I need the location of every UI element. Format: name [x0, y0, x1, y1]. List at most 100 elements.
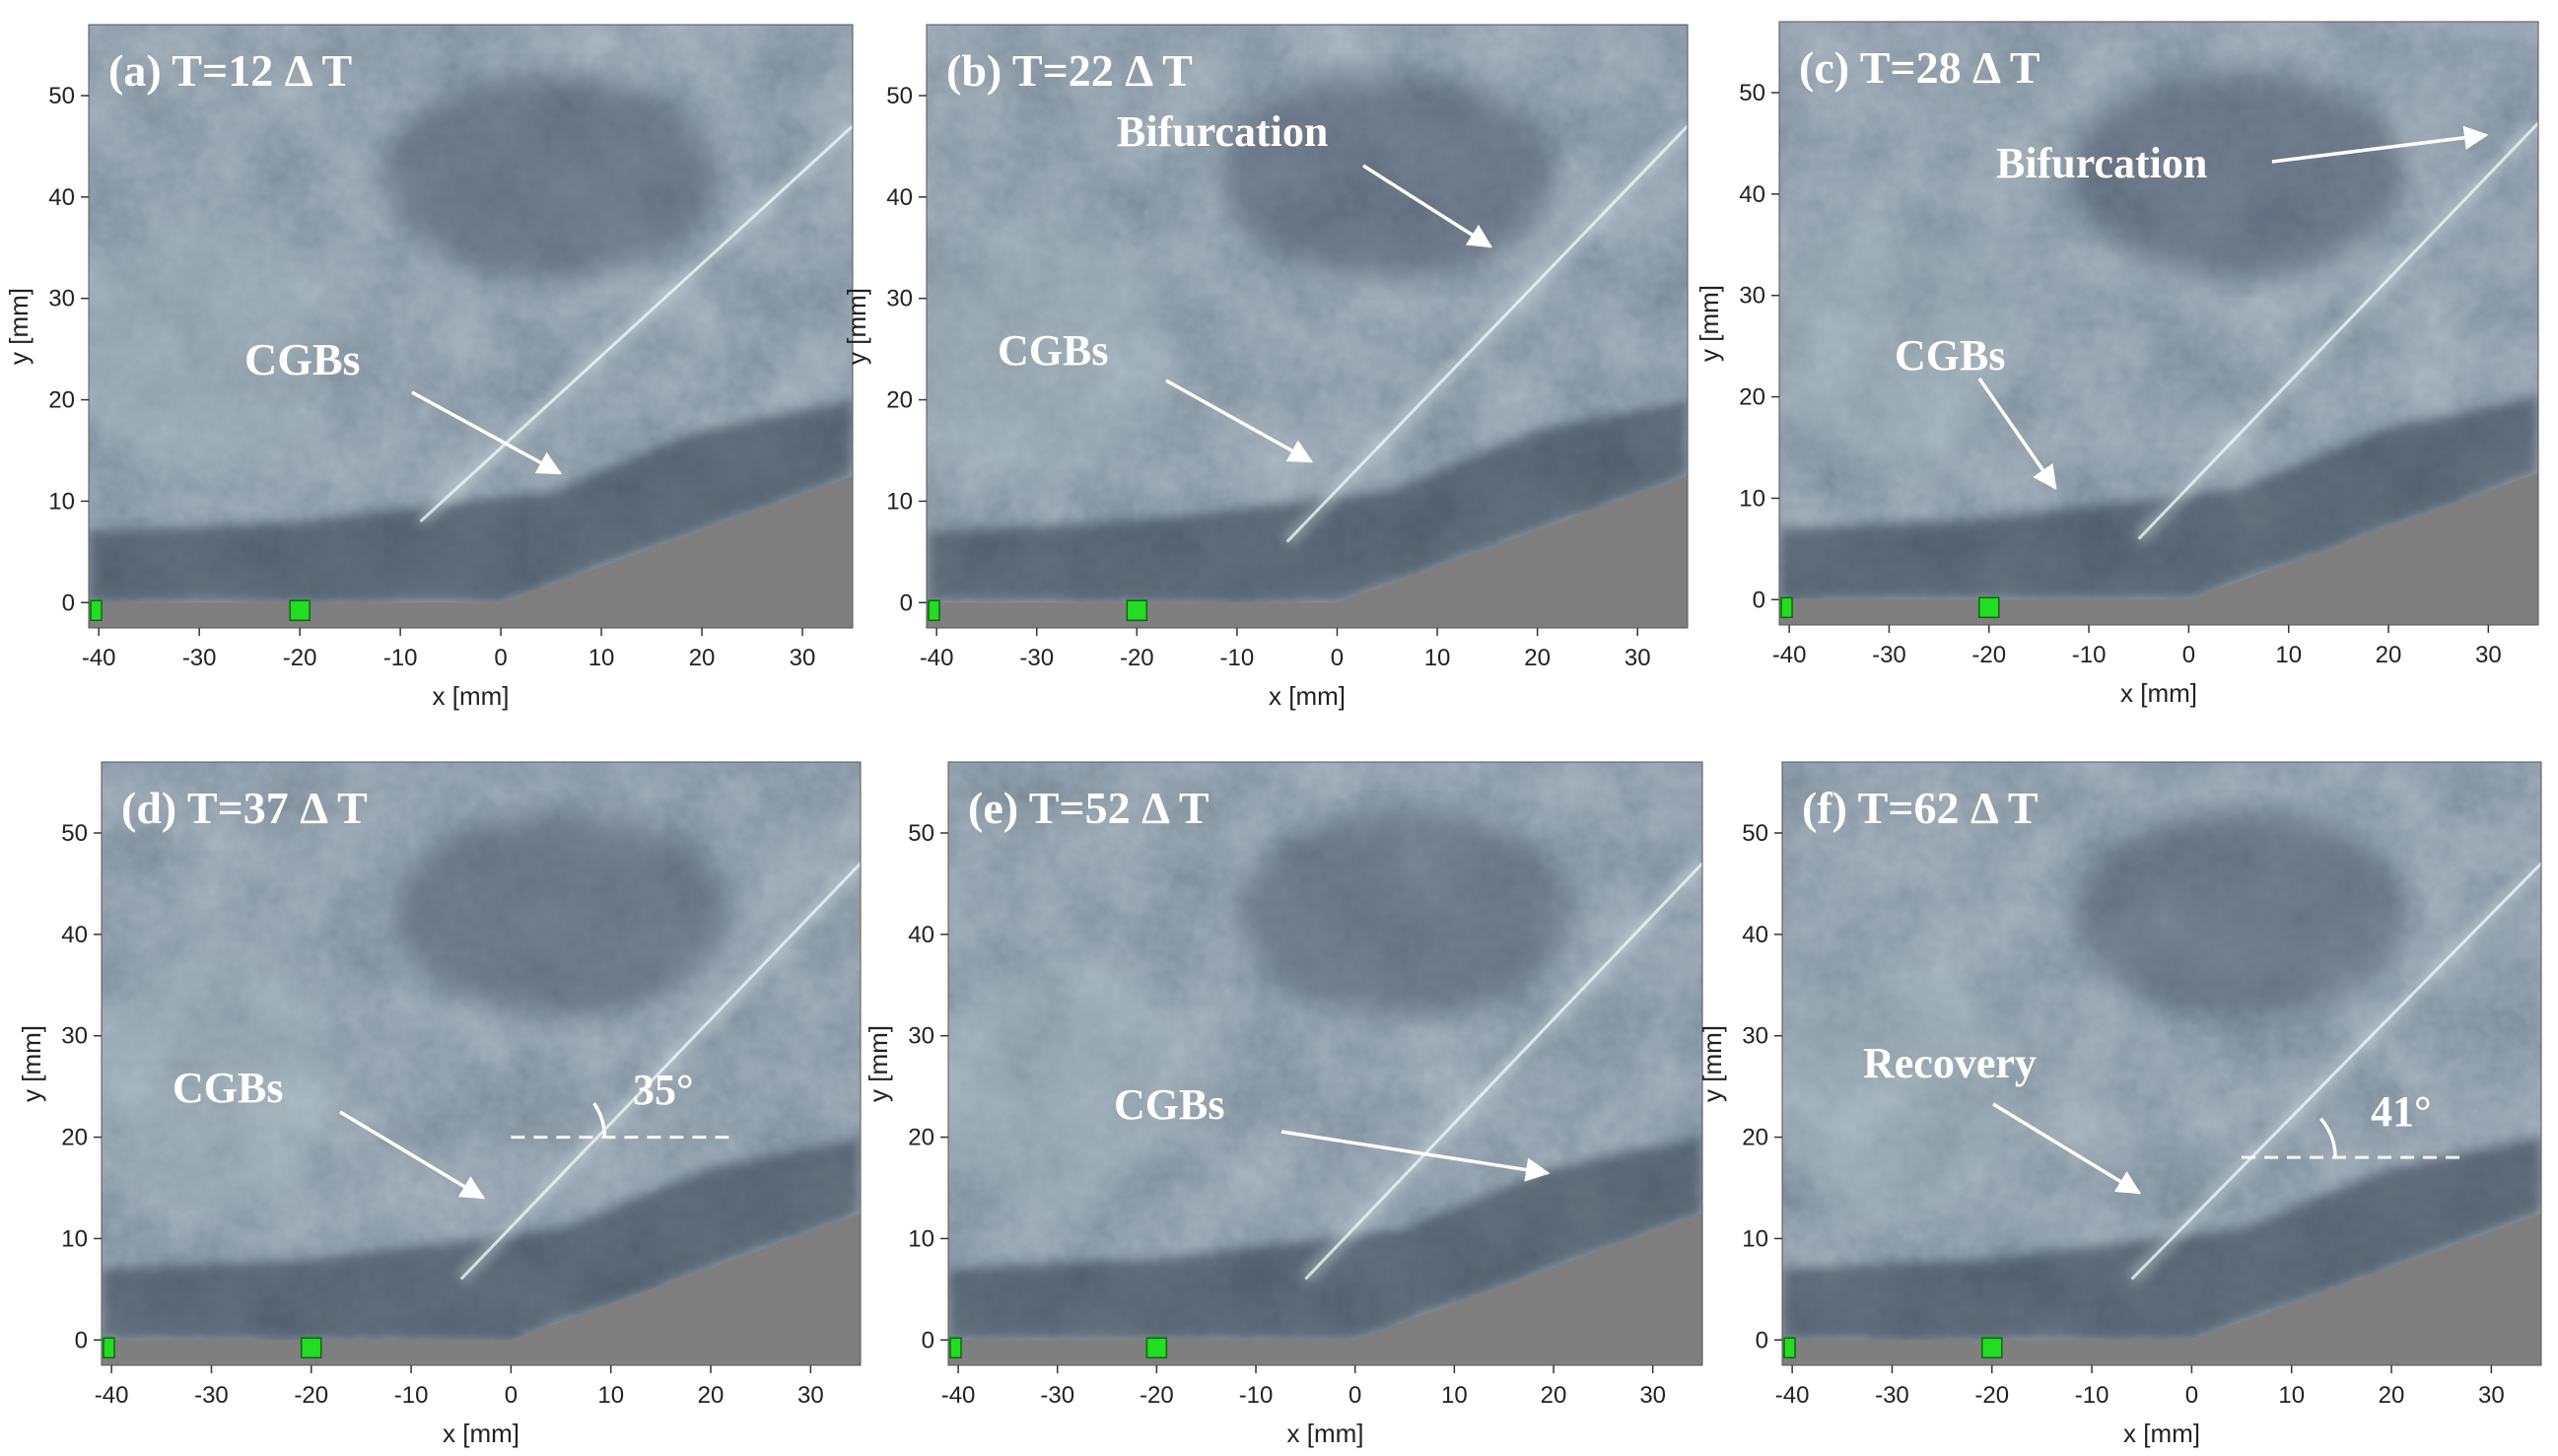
x-tick-label: -30: [1040, 1382, 1074, 1409]
probe-marker: [949, 1337, 962, 1359]
panel-c: -40 -30 -20 -10 0 10 20 30 0 10 20 30 40 50 x [mm] y [m…: [1694, 21, 2539, 708]
x-tick-label: 20: [698, 1382, 725, 1409]
dark-region: [1219, 74, 1556, 280]
x-tick-label: 0: [1348, 1382, 1361, 1409]
probe-marker: [1981, 1337, 2003, 1359]
x-tick-label: -30: [1019, 645, 1054, 671]
panel-label: (b) T=22 Δ T: [946, 45, 1193, 96]
x-tick-label: -40: [95, 1382, 129, 1409]
axes-frame: [1778, 21, 2539, 626]
x-tick-label: 30: [1625, 645, 1651, 671]
y-tick-label: 20: [908, 1125, 934, 1151]
y-tick-label: 20: [1739, 384, 1765, 411]
schlieren-image: [1782, 762, 2541, 1365]
x-tick-label: 30: [1639, 1382, 1666, 1409]
panel-label: (e) T=52 Δ T: [968, 783, 1210, 833]
x-tick-label: -40: [1772, 642, 1807, 668]
probe-marker: [1978, 596, 2000, 619]
probe-marker: [1780, 596, 1793, 619]
x-tick-label: 10: [1424, 645, 1451, 671]
shock-line: [1285, 124, 1688, 543]
y-tick-label: 10: [886, 488, 913, 515]
compression-ramp: [948, 1213, 1702, 1365]
schlieren-image: [89, 25, 853, 628]
y-tick-label: 0: [62, 589, 75, 616]
compression-ramp: [1779, 472, 2538, 625]
boundary-layer: [927, 399, 1688, 603]
panel-label: (a) T=12 Δ T: [108, 45, 352, 96]
x-tick-label: 0: [494, 645, 507, 671]
boundary-layer: [102, 1137, 861, 1341]
y-tick-label: 30: [908, 1023, 934, 1050]
annotation-arrow: [1165, 379, 1314, 463]
probe-marker: [1783, 1337, 1796, 1359]
x-axis-label: x [mm]: [1287, 1419, 1364, 1448]
y-tick-label: 30: [1742, 1023, 1768, 1050]
y-axis-label: y [mm]: [842, 288, 871, 365]
x-tick-label: -30: [182, 645, 217, 671]
probe-marker: [289, 599, 311, 622]
x-tick-label: -40: [1775, 1382, 1810, 1409]
x-tick-label: -10: [1220, 645, 1255, 671]
x-tick-label: -20: [1140, 1382, 1174, 1409]
light-region: [102, 965, 333, 1208]
x-tick-label: -10: [394, 1382, 429, 1409]
y-tick-label: 50: [61, 820, 88, 847]
y-tick-label: 10: [48, 488, 75, 515]
y-tick-label: 20: [61, 1125, 88, 1151]
panel-label: (f) T=62 Δ T: [1802, 783, 2039, 833]
compression-ramp: [102, 1213, 861, 1365]
probe-marker: [1145, 1337, 1168, 1359]
x-tick-label: 30: [2478, 1382, 2505, 1409]
annotation-label: CGBs: [173, 1064, 283, 1112]
y-tick-label: 10: [908, 1225, 934, 1252]
annotation-arrow: [411, 390, 563, 475]
axes-frame: [88, 24, 854, 629]
panel-e: -40 -30 -20 -10 0 10 20 30 0 10 20 30 40 50 x [mm] y [m…: [864, 761, 1703, 1448]
annotation-label: Bifurcation: [1996, 139, 2207, 187]
y-tick-label: 30: [61, 1023, 88, 1050]
x-tick-label: -10: [2075, 1382, 2109, 1409]
shock-line: [1304, 862, 1702, 1281]
x-tick-label: 30: [797, 1382, 824, 1409]
y-tick-label: 0: [922, 1327, 934, 1353]
y-tick-label: 40: [61, 922, 88, 948]
light-region: [1779, 225, 2011, 467]
schlieren-image: [1779, 22, 2538, 625]
probe-marker: [301, 1337, 322, 1359]
x-axis-label: x [mm]: [2123, 1419, 2200, 1448]
x-tick-label: 30: [790, 645, 816, 671]
annotation-arrow: [339, 1110, 486, 1200]
panel-f: -40 -30 -20 -10 0 10 20 30 0 10 20 30 40 50 x [mm] y [m…: [1697, 761, 2542, 1448]
schlieren-image: [102, 762, 861, 1365]
shock-line: [419, 124, 853, 523]
angle-arc: [2318, 1117, 2337, 1158]
x-tick-label: -40: [920, 645, 954, 671]
panel-label: (d) T=37 Δ T: [121, 783, 368, 833]
annotation-arrow: [2271, 125, 2489, 164]
y-tick-label: 40: [1742, 922, 1768, 948]
axes-frame: [926, 24, 1689, 629]
y-tick-label: 40: [48, 184, 75, 211]
y-tick-label: 50: [886, 83, 913, 109]
annotation-label: CGBs: [998, 326, 1108, 375]
compression-ramp: [1782, 1213, 2541, 1365]
compression-ramp: [89, 475, 853, 628]
x-tick-label: -20: [294, 1382, 328, 1409]
x-tick-label: -40: [82, 645, 116, 671]
y-tick-label: 50: [1742, 820, 1768, 847]
x-tick-label: 20: [1524, 645, 1551, 671]
shock-line: [459, 862, 861, 1281]
x-tick-label: -10: [2072, 642, 2107, 668]
panel-b: -40 -30 -20 -10 0 10 20 30 0 10 20 30 40 50 x [mm] y [m…: [842, 24, 1689, 711]
x-tick-label: 30: [2475, 642, 2502, 668]
x-tick-label: -30: [1872, 642, 1906, 668]
schlieren-image: [948, 762, 1702, 1365]
y-axis-label: y [mm]: [864, 1025, 893, 1102]
x-tick-label: 20: [1541, 1382, 1567, 1409]
y-tick-label: 0: [900, 589, 913, 616]
y-axis-label: y [mm]: [1697, 1025, 1727, 1102]
dark-region: [2071, 71, 2406, 277]
x-tick-label: -40: [941, 1382, 976, 1409]
y-tick-label: 0: [1756, 1327, 1768, 1353]
